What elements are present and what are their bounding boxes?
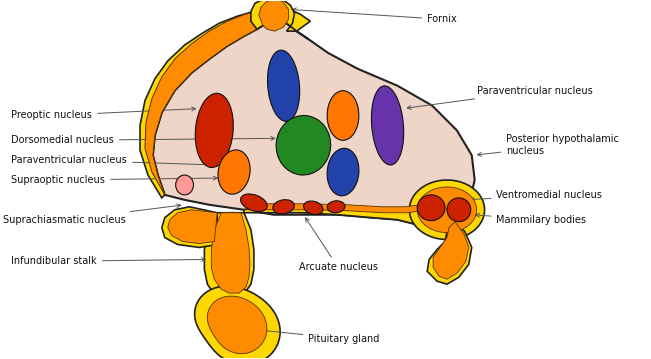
Polygon shape [427,220,472,284]
Polygon shape [162,207,217,247]
Ellipse shape [327,91,359,140]
Polygon shape [168,210,217,243]
Polygon shape [251,0,309,39]
Ellipse shape [447,198,471,222]
Ellipse shape [241,194,267,212]
Text: Infundibular stalk: Infundibular stalk [11,256,206,266]
Text: Fornix: Fornix [292,8,457,24]
Ellipse shape [303,201,323,215]
Polygon shape [247,190,463,213]
Text: Arcuate nucleus: Arcuate nucleus [299,218,378,272]
Ellipse shape [372,86,404,165]
Text: Suprachiasmatic nucleus: Suprachiasmatic nucleus [3,204,181,225]
Ellipse shape [327,201,345,213]
Polygon shape [244,190,469,225]
Polygon shape [204,213,254,299]
Ellipse shape [218,150,250,194]
Ellipse shape [268,50,299,121]
Ellipse shape [276,116,331,175]
Text: Paraventricular nucleus: Paraventricular nucleus [11,155,215,167]
Ellipse shape [417,195,445,221]
Polygon shape [417,187,477,233]
Polygon shape [433,222,469,279]
Polygon shape [259,0,288,31]
Text: Dorsomedial nucleus: Dorsomedial nucleus [11,135,275,145]
Ellipse shape [327,148,359,196]
Text: Pituitary gland: Pituitary gland [251,328,380,344]
Ellipse shape [273,200,294,214]
Polygon shape [145,9,288,195]
Text: Ventromedial nucleus: Ventromedial nucleus [471,190,602,201]
Polygon shape [212,213,250,293]
Polygon shape [207,296,267,354]
Ellipse shape [176,175,193,195]
Text: Paraventricular nucleus: Paraventricular nucleus [408,86,592,109]
Text: Supraoptic nucleus: Supraoptic nucleus [11,175,217,185]
Text: Mammilary bodies: Mammilary bodies [476,213,587,225]
Polygon shape [195,286,280,359]
Text: Preoptic nucleus: Preoptic nucleus [11,107,195,121]
Polygon shape [409,180,484,239]
Polygon shape [153,21,475,225]
Text: Posterior hypothalamic
nucleus: Posterior hypothalamic nucleus [478,135,619,156]
Polygon shape [140,8,311,198]
Ellipse shape [195,93,233,168]
